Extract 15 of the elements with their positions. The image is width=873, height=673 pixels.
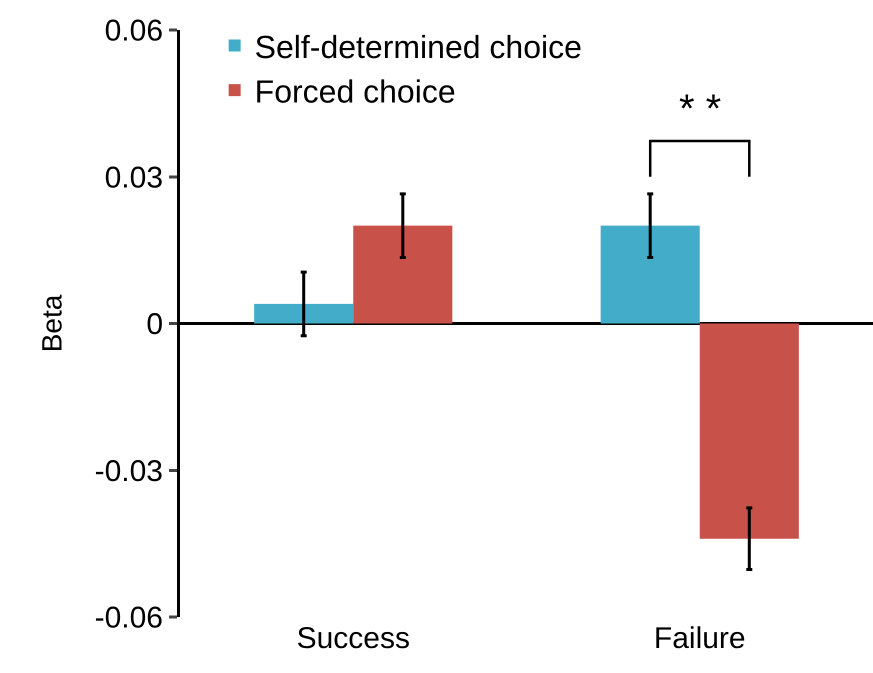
bar xyxy=(353,226,452,324)
y-axis-title: Beta xyxy=(36,294,68,352)
legend-label: Self-determined choice xyxy=(254,29,582,66)
y-tick-label: 0.03 xyxy=(104,161,163,194)
bar xyxy=(700,324,799,539)
bar xyxy=(600,226,700,324)
y-tick-label: -0.06 xyxy=(94,602,163,634)
x-tick-label: Failure xyxy=(654,622,746,655)
bar xyxy=(254,304,354,324)
x-tick-label: Success xyxy=(296,622,410,655)
y-tick-label: 0 xyxy=(146,308,163,341)
legend-label: Forced choice xyxy=(254,74,456,110)
y-tick-label: -0.03 xyxy=(94,454,163,488)
annotation: * * xyxy=(679,87,722,131)
y-tick-label: 0.06 xyxy=(104,14,163,48)
